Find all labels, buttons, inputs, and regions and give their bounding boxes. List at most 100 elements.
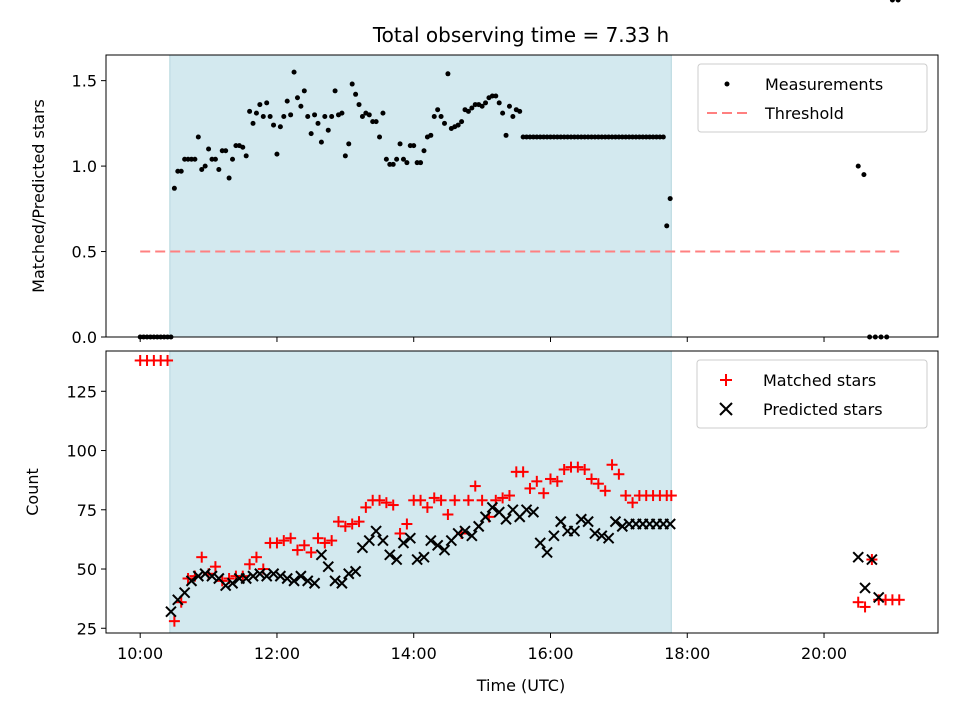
measurement-point (565, 134, 571, 140)
matched-star-point (462, 494, 474, 506)
predicted-star-point (308, 577, 321, 589)
measurement-point (247, 108, 253, 114)
predicted-star-point (609, 515, 622, 528)
matched-star-point (893, 594, 905, 606)
matched-star-point (353, 516, 365, 528)
measurement-point (855, 163, 861, 169)
matched-star-point (538, 487, 550, 499)
measurement-point (585, 134, 591, 140)
measurement-point (411, 143, 417, 149)
matched-star-point (333, 516, 345, 528)
predicted-star-point (349, 565, 362, 578)
measurement-point (394, 156, 400, 162)
measurement-point (547, 134, 553, 140)
x-tick-label: 16:00 (527, 644, 573, 663)
matched-star-point (250, 551, 262, 563)
top-y-axis-title: Matched/Predicted stars (29, 99, 48, 293)
matched-star-point (599, 485, 611, 497)
measurement-point (582, 134, 588, 140)
measurement-point (387, 161, 393, 167)
predicted-star-point (240, 572, 252, 585)
measurement-point (192, 156, 198, 162)
top-legend-box (697, 63, 928, 133)
matched-star-point (162, 354, 174, 366)
measurement-point (524, 134, 530, 140)
bottom-legend-box (696, 359, 928, 429)
measurement-point (541, 134, 547, 140)
measurements-legend-label: Measurements (765, 75, 883, 94)
measurement-point (308, 131, 314, 137)
predicted-star-point (859, 582, 871, 594)
measurement-point (257, 102, 263, 108)
bottom-observing-window (169, 350, 672, 634)
predicted-star-point (411, 553, 423, 566)
measurement-point (260, 114, 266, 120)
measurement-point (643, 134, 649, 140)
threshold-legend-label: Threshold (764, 104, 844, 123)
measurement-point (606, 134, 612, 140)
matched-star-point (394, 527, 406, 539)
measurement-point (277, 124, 283, 130)
measurement-point (636, 134, 642, 140)
measurement-point (291, 69, 297, 75)
measurement-point (397, 141, 403, 147)
matched-star-point (586, 473, 598, 485)
predicted-star-point (226, 577, 239, 589)
measurement-point (373, 119, 379, 125)
measurement-point (243, 153, 249, 159)
predicted-star-point (589, 527, 601, 540)
matched-star-point (579, 463, 591, 475)
measurement-point (404, 160, 410, 166)
predicted-star-point (384, 549, 396, 561)
measurement-point (428, 132, 434, 138)
predicted-star-point (520, 504, 533, 516)
predicted-star-point (541, 546, 553, 559)
matched-star-point (298, 539, 310, 551)
top-observing-window (169, 54, 672, 338)
measurement-point (219, 148, 225, 154)
measurement-point (616, 134, 622, 140)
measurement-point (202, 163, 208, 169)
predicted-star-point (315, 549, 328, 561)
measurement-point (274, 151, 280, 157)
predicted-star-point (596, 530, 608, 542)
measurement-point (612, 134, 618, 140)
predicted-star-point (363, 534, 375, 547)
matched-star-point (551, 475, 563, 487)
matched-star-point (469, 480, 481, 492)
matched-star-point (503, 490, 515, 502)
bottom-y-tick-label: 25 (77, 619, 97, 638)
predicted-star-point (866, 553, 878, 566)
x-tick-label: 20:00 (801, 644, 847, 663)
measurement-point (626, 134, 632, 140)
measurement-point (315, 120, 321, 126)
measurement-point (380, 110, 386, 116)
measurement-point (561, 134, 567, 140)
measurement-point (527, 134, 533, 140)
matched-legend-marker (720, 374, 732, 386)
measurement-point (623, 134, 629, 140)
measurement-point (346, 141, 352, 147)
measurement-point (366, 112, 372, 118)
bottom-legend: Matched stars Predicted stars (696, 359, 928, 429)
x-tick-label: 12:00 (254, 644, 300, 663)
measurement-point (435, 107, 441, 113)
top-panel: 0.0 0.5 1.0 1.5 Matched/Predicted stars Mea… (29, 0, 939, 347)
predicted-star-point (479, 511, 492, 523)
measurement-point (544, 134, 550, 140)
measurement-point (226, 175, 232, 181)
predicted-legend-marker (719, 402, 733, 416)
measurement-point (301, 88, 307, 94)
measurement-point (657, 134, 663, 140)
measurement-point (599, 134, 605, 140)
matched-star-point (312, 532, 324, 544)
top-legend: Measurements Threshold (697, 63, 928, 133)
matched-star-point (606, 459, 618, 471)
measurement-point (469, 105, 475, 111)
x-axis-title: Time (UTC) (476, 676, 565, 695)
measurement-point (595, 134, 601, 140)
matched-star-point (291, 544, 303, 556)
predicted-star-point (295, 570, 307, 582)
matched-star-point (517, 466, 529, 478)
